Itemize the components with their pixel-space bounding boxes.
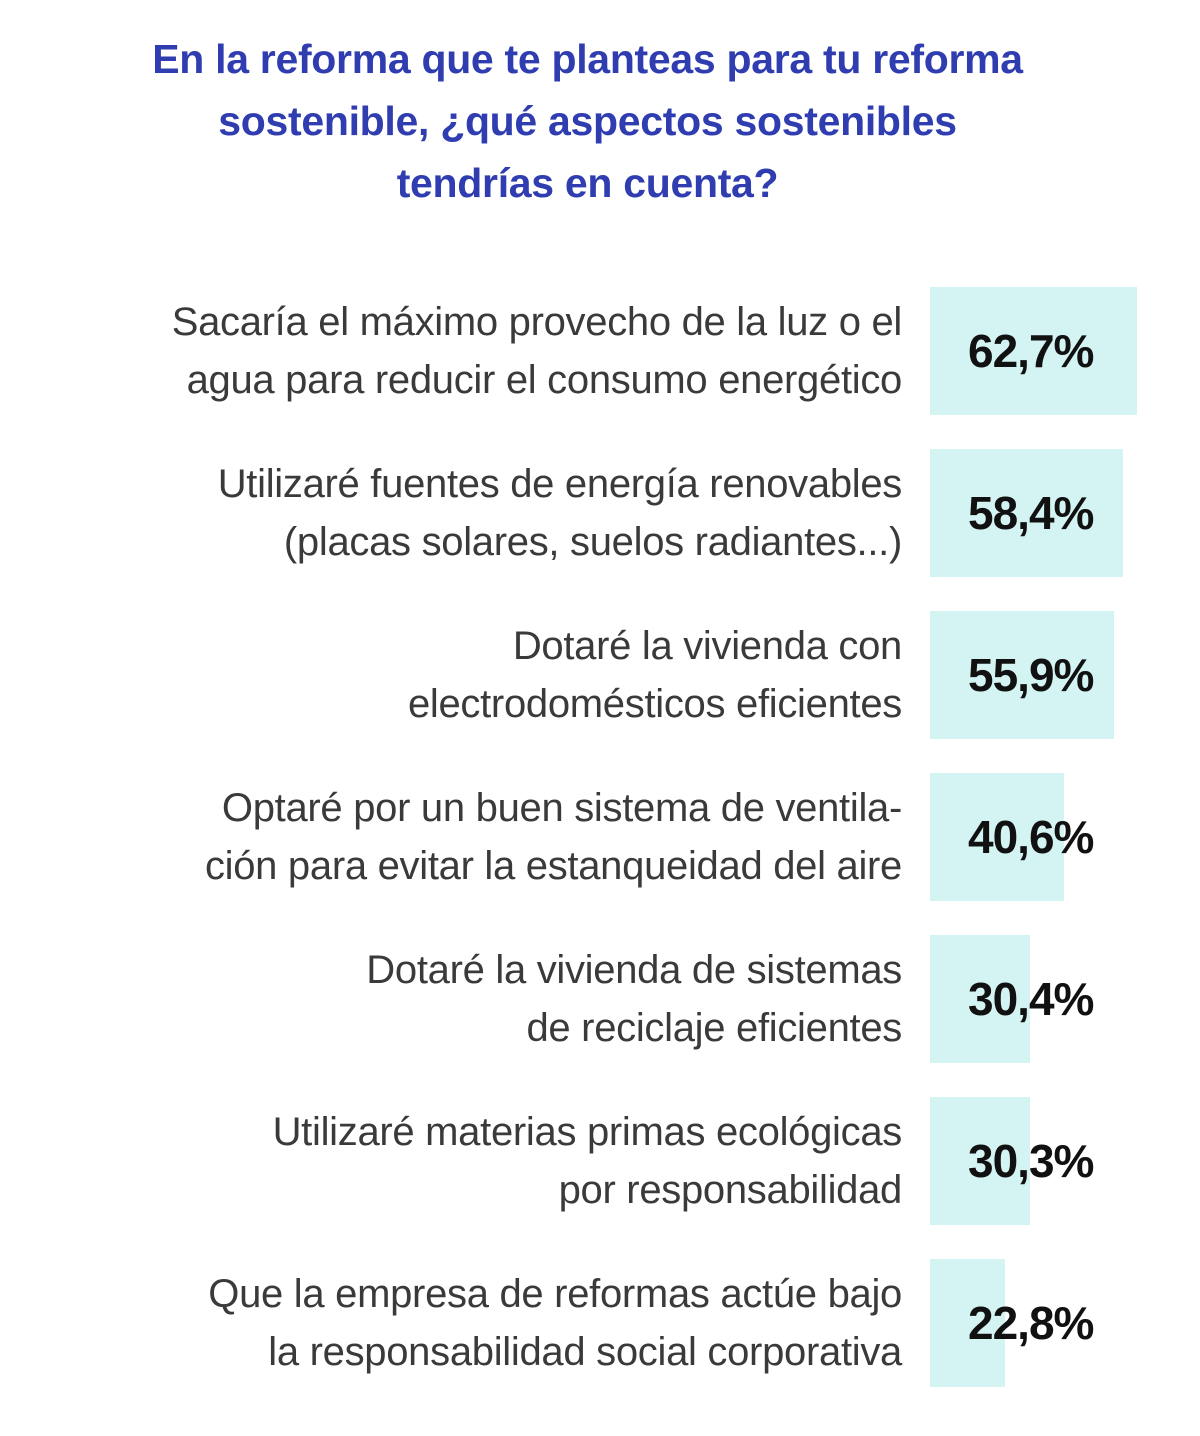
chart-title-line: tendrías en cuenta? (396, 160, 779, 206)
bar (930, 287, 1137, 415)
data-label: 55,9% (968, 649, 1094, 701)
category-label: Utilizaré fuentes de energía renovables (… (42, 455, 903, 571)
category-label-line: (placas solares, suelos radiantes...) (283, 520, 902, 564)
category-label: Utilizaré materias primas ecológicas por … (42, 1103, 903, 1219)
category-label-line: agua para reducir el consumo energético (186, 358, 903, 402)
chart-title-line: sostenible, ¿qué aspectos sostenibles (218, 98, 957, 144)
category-label: Dotaré la vivienda con electrodomésticos … (42, 617, 902, 733)
bar-row: Dotaré la vivienda de sistemas de recicla… (0, 935, 1200, 1063)
bar-row: Dotaré la vivienda con electrodomésticos … (0, 611, 1200, 739)
category-label: Dotaré la vivienda de sistemas de recicla… (42, 941, 902, 1057)
bar (930, 935, 1031, 1063)
category-label-line: Utilizaré materias primas ecológicas (272, 1110, 903, 1154)
category-label-line: Utilizaré fuentes de energía renovables (217, 462, 903, 506)
data-label: 30,3% (968, 1135, 1094, 1187)
bar (930, 449, 1123, 577)
bar-row: Sacaría el máximo provecho de la luz o e… (0, 287, 1200, 415)
category-label-line: Dotaré la vivienda de sistemas (366, 948, 902, 992)
category-label: Que la empresa de reformas actúe bajo la … (42, 1265, 902, 1381)
category-label: Optaré por un buen sistema de ventila-ci… (42, 779, 902, 895)
category-label-line: de reciclaje eficientes (526, 1006, 902, 1050)
category-label-line: por responsabilidad (558, 1168, 903, 1212)
bar-row: Utilizaré fuentes de energía renovables (… (0, 449, 1200, 577)
bar (930, 773, 1064, 901)
bar-row: Utilizaré materias primas ecológicas por … (0, 1097, 1200, 1225)
data-label: 22,8% (968, 1297, 1094, 1349)
bar (930, 1259, 1006, 1387)
data-label: 40,6% (968, 811, 1094, 863)
chart-title: En la reforma que te planteas para tu re… (40, 28, 1135, 214)
category-label-line: electrodomésticos eficientes (407, 682, 902, 726)
data-label: 58,4% (968, 487, 1094, 539)
bar (930, 1097, 1030, 1225)
data-label: 30,4% (968, 973, 1094, 1025)
category-label-line: la responsabilidad social corporativa (268, 1330, 902, 1374)
bar (930, 611, 1115, 739)
bar-row: Que la empresa de reformas actúe bajo la … (0, 1259, 1200, 1387)
category-label-line: Dotaré la vivienda con (512, 624, 902, 668)
category-label-line: Optaré por un buen sistema de ventila- (221, 786, 902, 830)
category-label-line: ción para evitar la estanqueidad del air… (204, 844, 902, 888)
chart-title-line: En la reforma que te planteas para tu re… (152, 36, 1023, 82)
data-label: 62,7% (968, 325, 1094, 377)
category-label-line: Que la empresa de reformas actúe bajo (208, 1272, 902, 1316)
bar-row: Optaré por un buen sistema de ventila-ci… (0, 773, 1200, 901)
category-label: Sacaría el máximo provecho de la luz o e… (42, 293, 903, 409)
category-label-line: Sacaría el máximo provecho de la luz o e… (171, 300, 903, 344)
